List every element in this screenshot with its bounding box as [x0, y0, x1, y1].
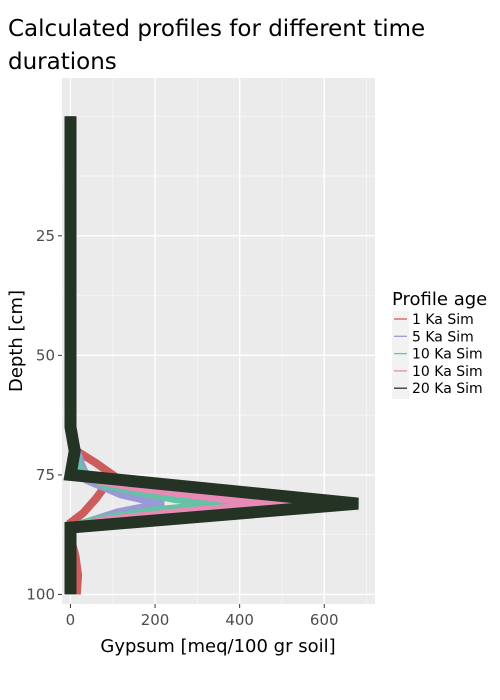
- series-layer: [63, 116, 359, 595]
- legend-label-3: 10 Ka Sim: [412, 347, 483, 363]
- chart-title-line-2: durations: [8, 49, 117, 75]
- legend-label-4: 10 Ka Sim: [412, 364, 483, 380]
- axis-ticks: 0 200 400 600 25 50 75 100: [26, 227, 338, 629]
- y-axis-title: Depth [cm]: [6, 290, 27, 392]
- legend-key-background: [392, 311, 409, 399]
- legend-label-2: 5 Ka Sim: [412, 329, 474, 345]
- legend-title: Profile age: [392, 289, 487, 310]
- x-tick-label: 400: [225, 611, 254, 629]
- legend-label-5: 20 Ka Sim: [412, 381, 483, 397]
- x-tick-label: 0: [66, 611, 76, 629]
- y-tick-label: 25: [36, 227, 55, 245]
- legend-label-1: 1 Ka Sim: [412, 312, 474, 328]
- grid-minor: [62, 78, 375, 604]
- y-tick-label: 75: [36, 466, 55, 484]
- y-tick-label: 100: [26, 585, 55, 603]
- series-line-5: [63, 116, 359, 595]
- y-tick-label: 50: [36, 346, 55, 364]
- x-tick-label: 600: [310, 611, 339, 629]
- x-tick-label: 200: [141, 611, 170, 629]
- x-axis-title: Gypsum [meq/100 gr soil]: [100, 636, 335, 657]
- chart-title-line-1: Calculated profiles for different time: [8, 16, 425, 42]
